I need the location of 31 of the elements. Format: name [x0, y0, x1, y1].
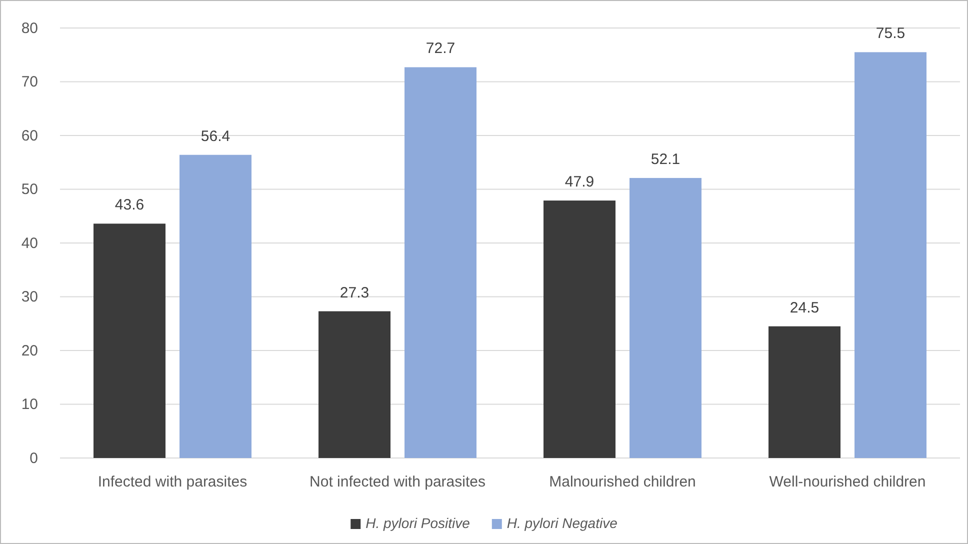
bar	[544, 200, 616, 458]
data-label: 24.5	[790, 299, 820, 316]
y-tick-label: 10	[21, 396, 38, 414]
bar	[94, 224, 166, 458]
bar	[404, 67, 476, 458]
y-tick-label: 40	[21, 234, 38, 252]
data-label: 75.5	[876, 25, 906, 42]
y-tick-label: 30	[21, 288, 38, 306]
bar	[318, 311, 390, 458]
x-tick-label: Malnourished children	[549, 474, 696, 491]
bar	[180, 154, 252, 458]
y-tick-label: 0	[30, 450, 38, 467]
legend-label: H. pylori Negative	[506, 515, 618, 531]
legend-label: H. pylori Positive	[366, 515, 470, 531]
x-tick-label: Well-nourished children	[769, 474, 926, 491]
y-tick-label: 50	[21, 181, 38, 198]
data-label: 43.6	[114, 196, 144, 214]
x-tick-label: Infected with parasites	[98, 474, 248, 491]
x-tick-label: Not infected with parasites	[310, 474, 486, 491]
y-tick-label: 70	[21, 74, 38, 91]
bar	[768, 326, 840, 458]
y-tick-label: 60	[21, 127, 38, 144]
data-label: 56.4	[200, 128, 230, 145]
data-label: 52.1	[650, 150, 680, 168]
data-label: 27.3	[340, 284, 370, 302]
data-label: 72.7	[426, 40, 456, 58]
bar	[630, 178, 702, 458]
bar	[854, 52, 926, 458]
y-tick-label: 20	[21, 342, 38, 360]
data-label: 47.9	[564, 174, 594, 191]
y-tick-label: 80	[21, 20, 38, 37]
